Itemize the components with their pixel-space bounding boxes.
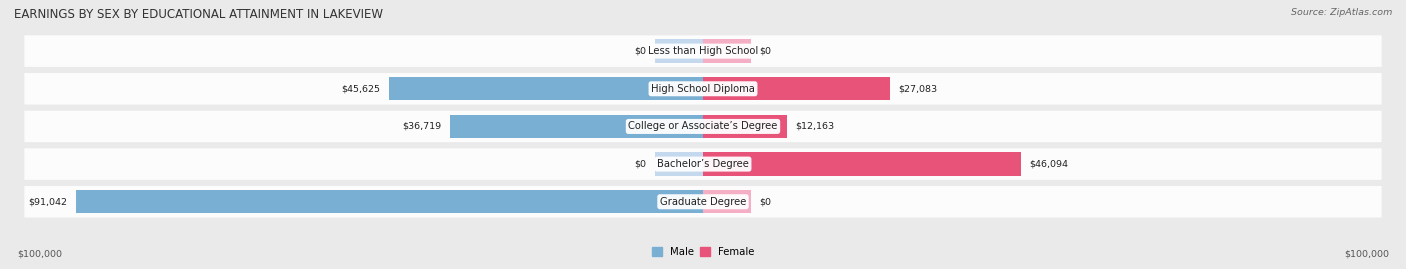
Text: High School Diploma: High School Diploma	[651, 84, 755, 94]
Text: $0: $0	[759, 47, 772, 56]
Text: $0: $0	[759, 197, 772, 206]
FancyBboxPatch shape	[24, 73, 1382, 105]
Bar	[703, 190, 751, 213]
Text: Less than High School: Less than High School	[648, 46, 758, 56]
Bar	[703, 153, 1021, 176]
Text: $27,083: $27,083	[898, 84, 936, 93]
Text: EARNINGS BY SEX BY EDUCATIONAL ATTAINMENT IN LAKEVIEW: EARNINGS BY SEX BY EDUCATIONAL ATTAINMEN…	[14, 8, 382, 21]
Legend: Male, Female: Male, Female	[648, 243, 758, 261]
Text: $36,719: $36,719	[402, 122, 441, 131]
Bar	[703, 77, 890, 100]
Text: Bachelor’s Degree: Bachelor’s Degree	[657, 159, 749, 169]
FancyBboxPatch shape	[24, 111, 1382, 142]
Bar	[450, 115, 703, 138]
Text: $12,163: $12,163	[794, 122, 834, 131]
Text: Graduate Degree: Graduate Degree	[659, 197, 747, 207]
Bar	[703, 40, 751, 63]
Bar	[76, 190, 703, 213]
Text: $0: $0	[634, 160, 647, 169]
Text: $46,094: $46,094	[1029, 160, 1067, 169]
Text: College or Associate’s Degree: College or Associate’s Degree	[628, 121, 778, 132]
Text: $100,000: $100,000	[1344, 249, 1389, 258]
FancyBboxPatch shape	[24, 148, 1382, 180]
Text: $100,000: $100,000	[17, 249, 62, 258]
FancyBboxPatch shape	[24, 186, 1382, 218]
Text: Source: ZipAtlas.com: Source: ZipAtlas.com	[1291, 8, 1392, 17]
Text: $0: $0	[634, 47, 647, 56]
Bar	[655, 40, 703, 63]
Bar	[655, 153, 703, 176]
Bar	[703, 115, 787, 138]
Text: $91,042: $91,042	[28, 197, 67, 206]
Text: $45,625: $45,625	[342, 84, 381, 93]
FancyBboxPatch shape	[24, 35, 1382, 67]
Bar	[388, 77, 703, 100]
